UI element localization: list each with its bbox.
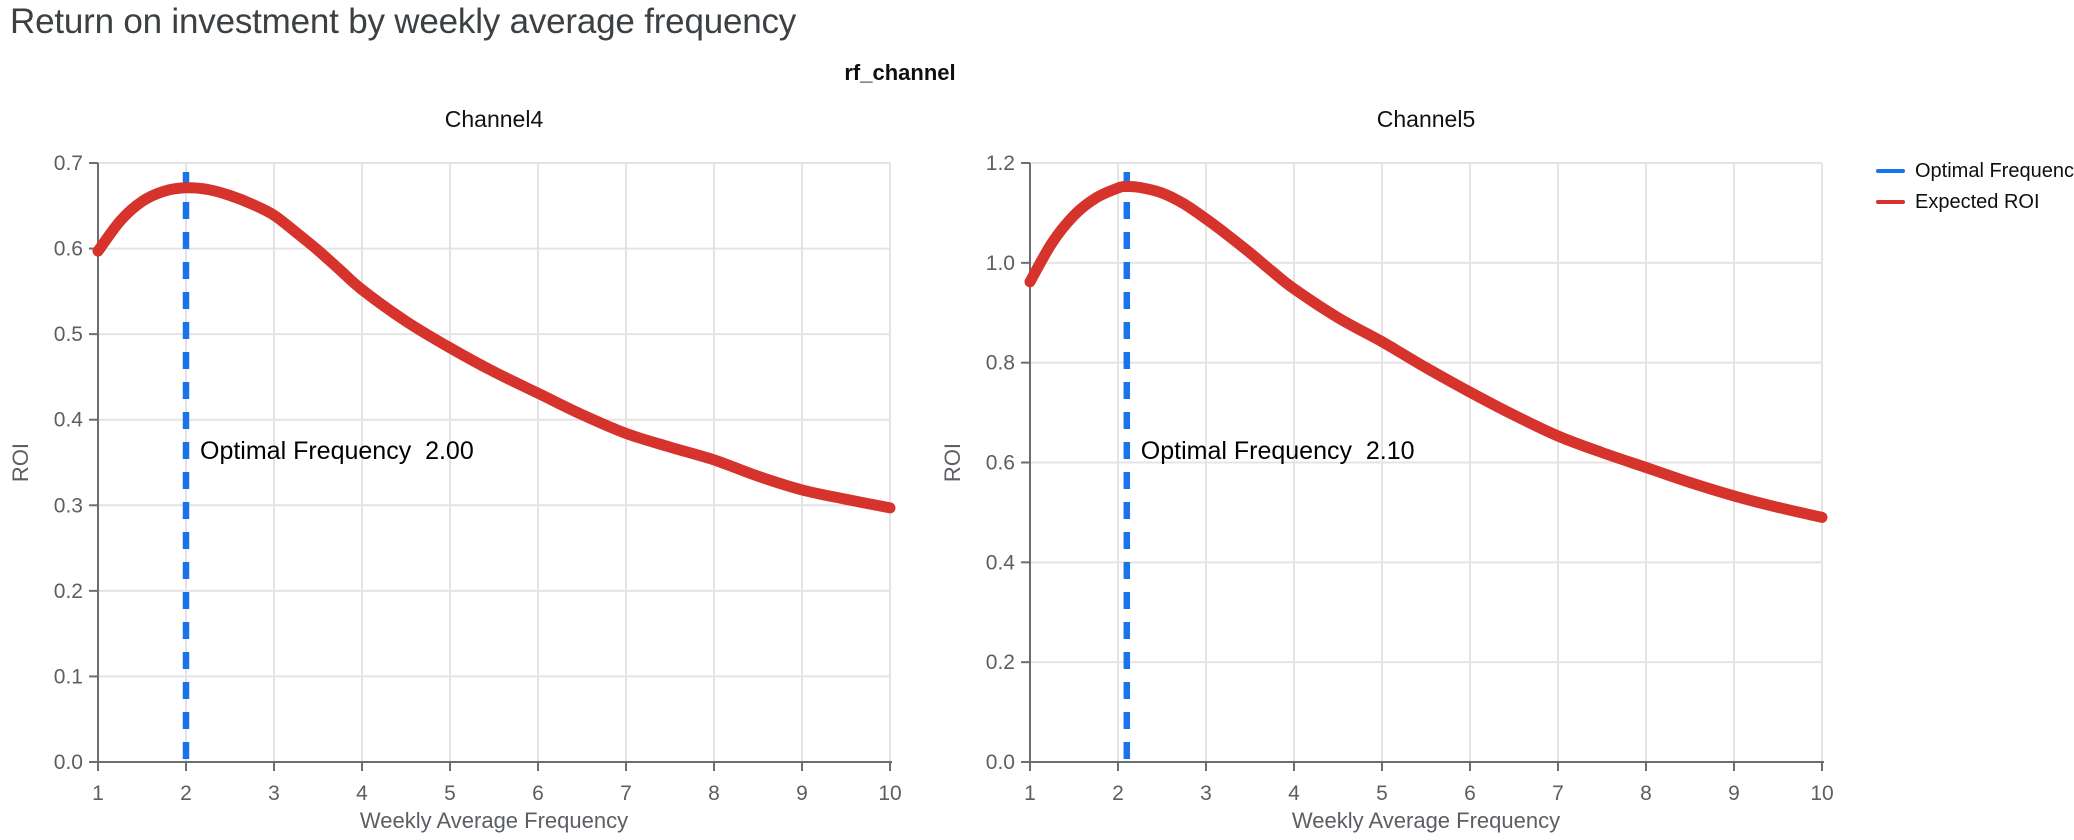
y-tick-label: 0.6: [54, 238, 83, 261]
x-tick-label: 2: [1112, 782, 1124, 805]
x-tick-label: 8: [708, 782, 720, 805]
page-title: Return on investment by weekly average f…: [10, 2, 797, 41]
facet-title: rf_channel: [844, 60, 956, 85]
y-axis-title: ROI: [8, 443, 33, 482]
legend-item-expected-roi[interactable]: Expected ROI: [1876, 191, 2074, 213]
y-tick-label: 0.6: [986, 452, 1015, 475]
legend-item-optimal-frequency[interactable]: Optimal Frequency: [1876, 160, 2074, 182]
x-tick-label: 3: [268, 782, 280, 805]
subplot-title: Channel4: [445, 106, 544, 132]
y-tick-label: 0.5: [54, 323, 83, 346]
legend-item-label: Expected ROI: [1915, 190, 2040, 213]
y-tick-label: 1.2: [986, 152, 1015, 175]
y-tick-label: 0.7: [54, 152, 83, 175]
x-tick-label: 7: [1552, 782, 1564, 805]
y-tick-label: 0.4: [986, 551, 1016, 574]
x-tick-label: 1: [92, 782, 104, 805]
optimal-frequency-line-swatch: [1876, 169, 1905, 173]
optimal-frequency-annotation: Optimal Frequency 2.10: [1141, 437, 1415, 465]
x-tick-label: 3: [1200, 782, 1212, 805]
y-tick-label: 1.0: [986, 252, 1015, 275]
optimal-frequency-annotation: Optimal Frequency 2.00: [200, 437, 474, 465]
x-tick-label: 6: [1464, 782, 1476, 805]
y-tick-label: 0.8: [986, 352, 1015, 375]
y-tick-label: 0.0: [54, 751, 83, 774]
axes: [89, 162, 892, 771]
x-tick-label: 8: [1640, 782, 1652, 805]
y-tick-label: 0.2: [986, 651, 1015, 674]
expected-roi-line-swatch: [1876, 200, 1905, 204]
y-tick-label: 0.3: [54, 494, 83, 517]
x-tick-label: 5: [444, 782, 456, 805]
x-tick-label: 1: [1024, 782, 1036, 805]
chart-channel5[interactable]: 1 2 3 4 5 6 7 8 9 10 0.0 0.2 0.4 0.6 0.8 1.0 1.2 Optimal …: [932, 95, 1882, 840]
y-tick-label: 0.4: [54, 409, 84, 432]
x-tick-label: 10: [878, 782, 901, 805]
x-tick-label: 5: [1376, 782, 1388, 805]
expected-roi-curve[interactable]: [92, 182, 896, 514]
x-axis-title: Weekly Average Frequency: [1292, 808, 1560, 833]
y-tick-label: 0.2: [54, 580, 83, 603]
x-tick-label: 10: [1810, 782, 1833, 805]
x-tick-label: 4: [1288, 782, 1300, 805]
y-tick-label: 0.0: [986, 751, 1015, 774]
x-tick-label: 7: [620, 782, 632, 805]
axes: [1021, 162, 1824, 771]
legend: Optimal Frequency Expected ROI: [1876, 160, 2074, 213]
x-tick-label: 4: [356, 782, 368, 805]
gridlines: [1030, 162, 1823, 762]
y-axis-title: ROI: [940, 443, 965, 482]
x-tick-label: 6: [532, 782, 544, 805]
legend-item-label: Optimal Frequency: [1915, 159, 2074, 182]
x-tick-label: 2: [180, 782, 192, 805]
gridlines: [98, 162, 891, 762]
x-tick-label: 9: [1728, 782, 1740, 805]
x-axis-title: Weekly Average Frequency: [360, 808, 628, 833]
y-tick-label: 0.1: [54, 665, 83, 688]
expected-roi-curve[interactable]: [1024, 180, 1828, 523]
chart-channel4[interactable]: 1 2 3 4 5 6 7 8 9 10 0.0 0.1 0.2 0.3 0.4 0.5 0.6 0.7 Optim…: [0, 95, 950, 840]
subplot-title: Channel5: [1377, 106, 1475, 132]
x-tick-label: 9: [796, 782, 808, 805]
